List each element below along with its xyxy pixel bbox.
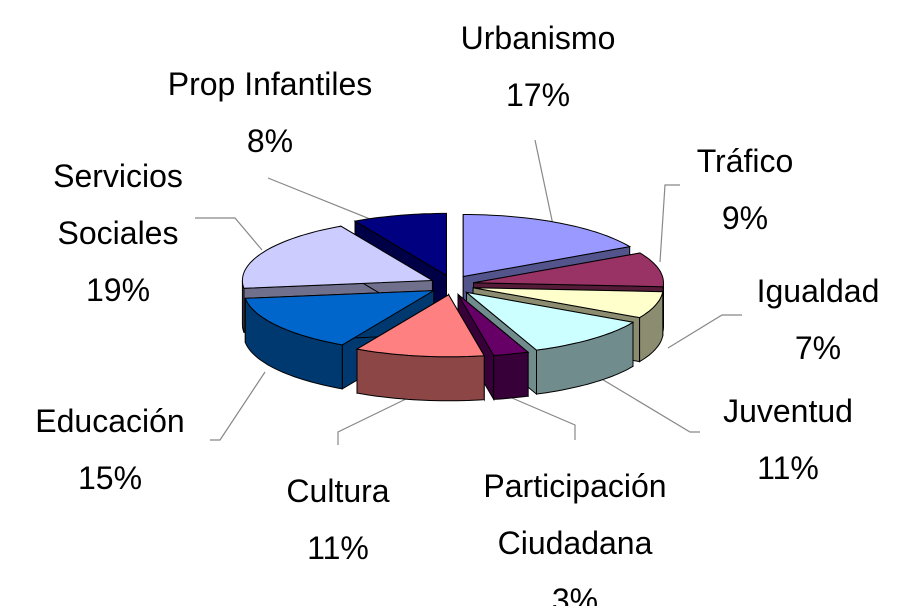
leader-line [599, 377, 700, 433]
leader-line [667, 314, 742, 349]
slice-top [244, 290, 435, 346]
slice-label: Juventud 11% [698, 383, 878, 497]
slice-top [473, 252, 665, 288]
slice-top [462, 214, 632, 278]
value-label: 17% [505, 77, 571, 113]
leader-line [195, 217, 263, 251]
slice-top [241, 225, 435, 289]
leader-line [337, 397, 409, 445]
slice-top [464, 291, 635, 351]
category-label: Servicios Sociales [53, 158, 183, 251]
category-label: Igualdad [756, 273, 880, 309]
slice-label: Cultura 11% [258, 463, 418, 577]
slice-label: Urbanismo 17% [438, 10, 638, 124]
category-label: Juventud [723, 393, 853, 429]
slice-label: Servicios Sociales 19% [31, 148, 206, 319]
slice-side [493, 351, 529, 400]
slice-label: Igualdad 7% [738, 263, 898, 377]
category-label: Urbanismo [460, 20, 616, 56]
category-label: Cultura [286, 473, 390, 509]
slice [355, 292, 486, 402]
slice-label: Participación Ciudadana 3% [450, 458, 700, 606]
value-label: 9% [721, 200, 769, 236]
category-label: Participación Ciudadana [483, 468, 667, 561]
slice-top [355, 294, 486, 358]
value-label: 8% [246, 123, 294, 159]
leader-lines [195, 139, 742, 445]
leader-line [511, 397, 576, 440]
leader-line [210, 371, 266, 441]
value-label: 19% [85, 272, 151, 308]
leader-line [534, 139, 554, 226]
slice [457, 292, 530, 402]
slice-label: Tráfico 9% [665, 133, 825, 247]
value-label: 3% [551, 582, 599, 606]
slice-label: Prop Infantiles 8% [140, 56, 400, 170]
value-label: 15% [77, 460, 143, 496]
leader-line [267, 177, 386, 226]
slices [241, 212, 665, 402]
slice-label: Educación 15% [0, 393, 220, 507]
slice-top [353, 212, 447, 277]
slice-top [473, 287, 664, 319]
slice-top [457, 294, 530, 356]
category-label: Prop Infantiles [167, 66, 373, 102]
value-label: 7% [794, 330, 842, 366]
value-label: 11% [757, 450, 819, 486]
value-label: 11% [307, 530, 369, 566]
category-label: Tráfico [696, 143, 794, 179]
leader-line [659, 184, 680, 263]
category-label: Educación [35, 403, 185, 439]
